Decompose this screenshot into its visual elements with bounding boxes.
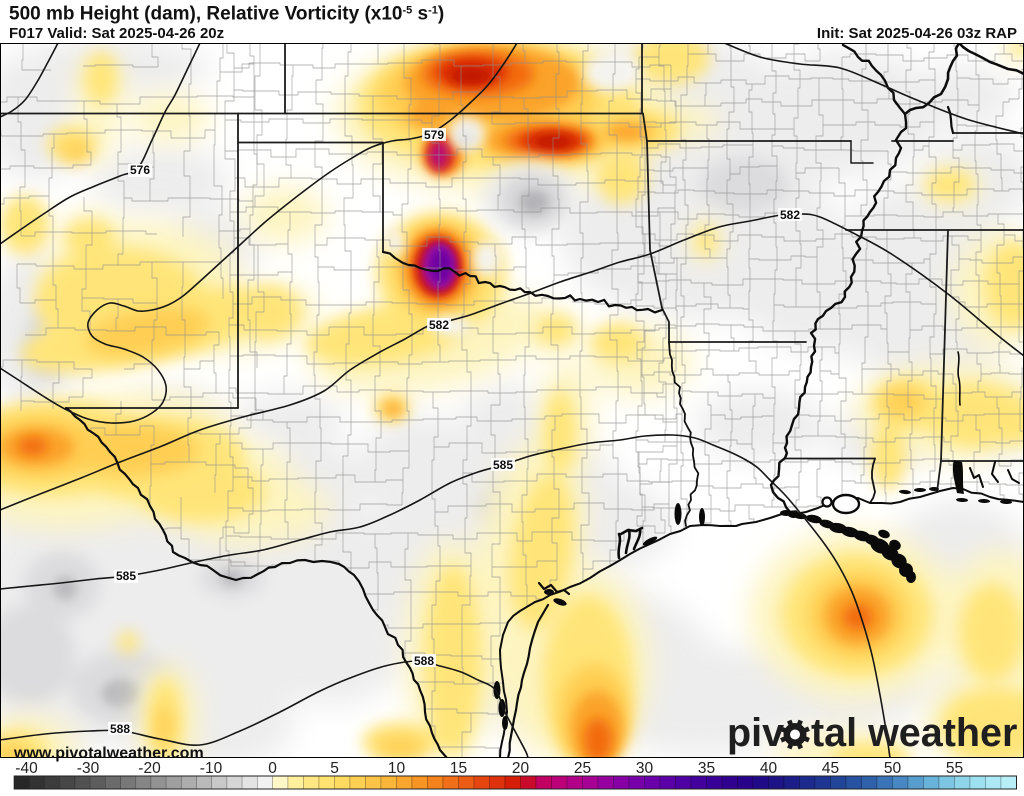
svg-text:582: 582 <box>780 208 800 222</box>
svg-text:585: 585 <box>493 458 513 472</box>
svg-text:tal weather: tal weather <box>811 711 1017 755</box>
svg-text:15: 15 <box>450 760 467 777</box>
svg-text:500 mb Height (dam), Relative: 500 mb Height (dam), Relative Vorticity … <box>9 4 444 25</box>
svg-text:585: 585 <box>116 569 136 583</box>
svg-text:www.pivotalweather.com: www.pivotalweather.com <box>13 745 204 762</box>
svg-text:F017 Valid: Sat 2025-04-26 20z: F017 Valid: Sat 2025-04-26 20z <box>9 25 224 42</box>
svg-text:50: 50 <box>884 760 902 777</box>
svg-text:576: 576 <box>130 163 150 177</box>
svg-text:5: 5 <box>330 760 339 777</box>
svg-text:55: 55 <box>946 760 963 777</box>
svg-text:579: 579 <box>424 128 444 142</box>
svg-text:20: 20 <box>512 760 530 777</box>
svg-text:piv: piv <box>727 711 784 755</box>
svg-text:35: 35 <box>698 760 715 777</box>
svg-text:45: 45 <box>822 760 839 777</box>
svg-text:0: 0 <box>268 760 277 777</box>
svg-text:-30: -30 <box>77 760 100 777</box>
svg-text:-10: -10 <box>200 760 223 777</box>
svg-text:10: 10 <box>388 760 406 777</box>
svg-text:582: 582 <box>429 318 449 332</box>
svg-text:30: 30 <box>636 760 654 777</box>
svg-text:Init: Sat 2025-04-26 03z RAP: Init: Sat 2025-04-26 03z RAP <box>817 25 1017 42</box>
svg-text:588: 588 <box>110 722 130 736</box>
svg-text:25: 25 <box>574 760 591 777</box>
svg-text:40: 40 <box>760 760 778 777</box>
svg-text:588: 588 <box>414 654 434 668</box>
svg-text:-20: -20 <box>138 760 161 777</box>
svg-text:-40: -40 <box>15 760 38 777</box>
